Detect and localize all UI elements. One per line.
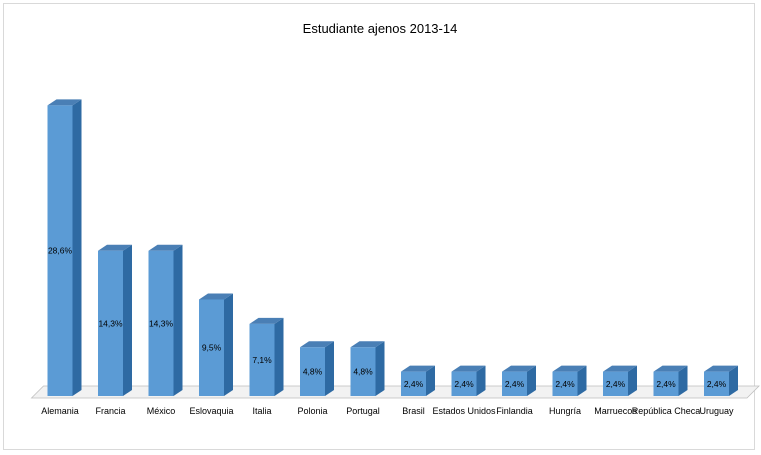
chart-floor-plane (30, 385, 760, 399)
bar-side (224, 293, 233, 396)
bar-top (552, 365, 587, 372)
bar-top (401, 365, 435, 372)
bar-side (628, 365, 637, 396)
x-tick-label: Portugal (346, 406, 380, 416)
x-tick-label: Polonia (297, 406, 327, 416)
bar-3 (199, 293, 233, 396)
bar-side (274, 317, 284, 396)
bar-0 (47, 99, 82, 396)
x-tick-label: Francia (95, 406, 125, 416)
bar-7 (401, 365, 435, 396)
bar-front (502, 371, 527, 396)
data-label: 2,4% (656, 379, 676, 389)
bar-12 (653, 365, 688, 396)
x-tick-label: México (147, 406, 176, 416)
data-label: 2,4% (707, 379, 727, 389)
bar-side (426, 365, 435, 396)
bar-side (476, 365, 486, 396)
bar-front (249, 323, 275, 396)
bar-top (98, 244, 132, 251)
bar-top (199, 293, 233, 300)
bar-side (729, 365, 738, 396)
data-label: 14,3% (149, 318, 174, 328)
bar-8 (451, 365, 486, 396)
bar-side (375, 341, 385, 396)
bar-front (603, 371, 628, 396)
bar-side (72, 99, 82, 396)
x-tick-label: Hungría (549, 406, 581, 416)
x-tick-label: Uruguay (699, 406, 734, 416)
bar-front (653, 371, 679, 396)
bar-front (47, 105, 73, 396)
bar-side (173, 244, 183, 396)
bar-side (325, 341, 334, 396)
chart-title: Estudiante ajenos 2013-14 (303, 21, 458, 36)
bar-top (603, 365, 637, 372)
data-label: 28,6% (48, 246, 73, 256)
bar-front (199, 299, 224, 396)
x-tick-label: Finlandia (496, 406, 533, 416)
x-tick-label: Eslovaquia (189, 406, 233, 416)
bar-11 (603, 365, 637, 396)
chart-data-labels: 28,6% 14,3% 14,3% 9,5% 7,1% 4,8% 4,8% 2,4% 2,4% 2… (48, 246, 727, 389)
bar-front (98, 250, 123, 396)
bar-1 (98, 244, 132, 396)
bar-2 (148, 244, 183, 396)
bar-top (502, 365, 536, 372)
bar-front (300, 347, 325, 396)
bar-top (653, 365, 688, 372)
bar-front (148, 250, 174, 396)
data-label: 2,4% (555, 379, 575, 389)
bar-6 (350, 341, 385, 396)
data-label: 2,4% (606, 379, 626, 389)
data-label: 2,4% (404, 379, 424, 389)
bar-front (350, 347, 376, 396)
bar-5 (300, 341, 334, 396)
chart-bars (47, 99, 738, 396)
bar-top (451, 365, 486, 372)
x-tick-label: República Checa (632, 406, 701, 416)
bar-top (148, 244, 183, 251)
bar-9 (502, 365, 536, 396)
data-label: 4,8% (353, 367, 373, 377)
x-tick-label: Marruecos (594, 406, 637, 416)
data-label: 4,8% (303, 367, 323, 377)
x-tick-label: Alemania (41, 406, 79, 416)
bar-front (704, 371, 729, 396)
data-label: 2,4% (454, 379, 474, 389)
data-label: 9,5% (202, 343, 222, 353)
bar-front (552, 371, 578, 396)
data-label: 7,1% (252, 355, 272, 365)
bar-top (249, 317, 284, 324)
chart-x-axis: Alemania Francia México Eslovaquia Italia Pol… (41, 406, 734, 416)
bar-side (678, 365, 688, 396)
x-tick-label: Estados Unidos (432, 406, 496, 416)
x-tick-label: Brasil (402, 406, 425, 416)
bar-4 (249, 317, 284, 396)
bar-10 (552, 365, 587, 396)
bar-front (401, 371, 426, 396)
data-label: 14,3% (98, 318, 123, 328)
bar-13 (704, 365, 738, 396)
bar-top (300, 341, 334, 348)
bar-top (350, 341, 385, 348)
bar-top (704, 365, 738, 372)
bar-side (527, 365, 536, 396)
bar-front (451, 371, 477, 396)
chart-floor (30, 385, 760, 399)
bar-side (123, 244, 132, 396)
bar-top (47, 99, 82, 106)
data-label: 2,4% (505, 379, 525, 389)
bar-side (577, 365, 587, 396)
x-tick-label: Italia (252, 406, 271, 416)
